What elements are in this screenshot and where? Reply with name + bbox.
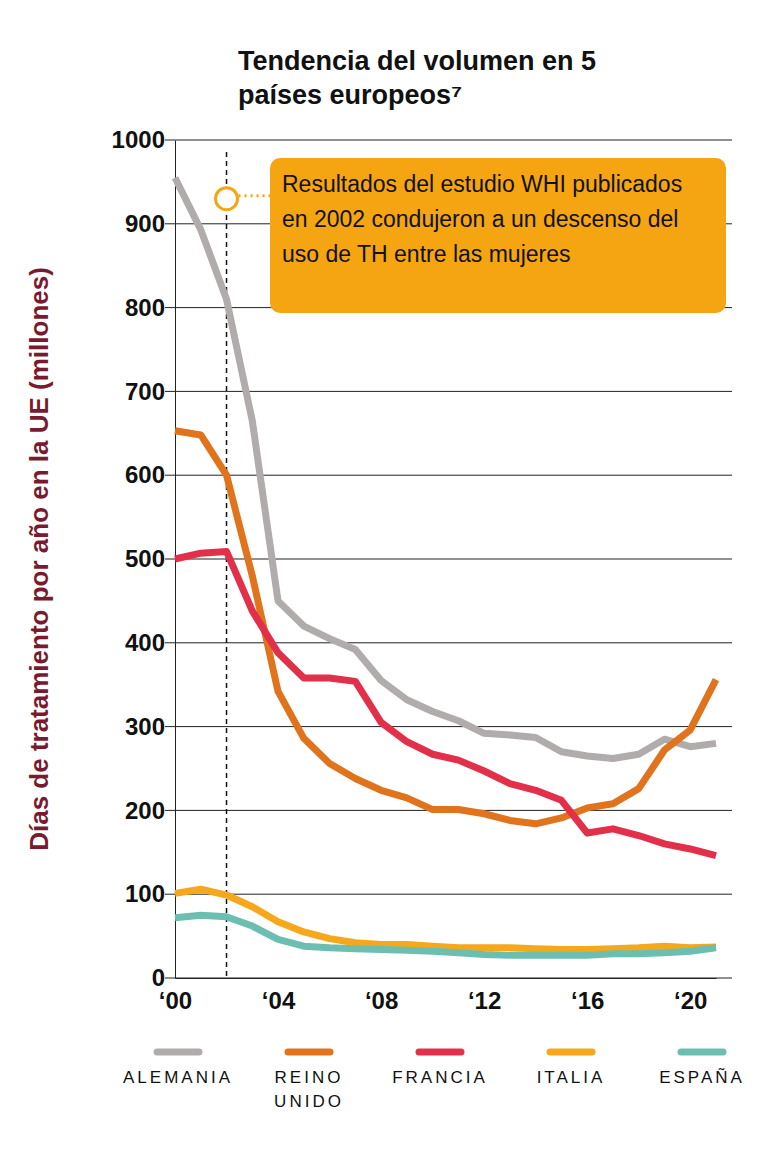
x-tick: ‘04 [262, 978, 296, 1014]
text-line: ITALIA [537, 1068, 606, 1087]
legend-label: REINO UNIDO [274, 1068, 344, 1111]
y-tick-label: 100 [125, 880, 165, 907]
y-tick: 300 [125, 713, 175, 740]
y-tick-label: 800 [125, 294, 165, 321]
y-tick-label: 700 [125, 378, 165, 405]
text-line: Tendencia del volumen en 5 [238, 46, 596, 76]
grid-line [165, 475, 732, 476]
x-tick-label: ‘20 [674, 987, 707, 1014]
y-tick: 700 [125, 378, 175, 405]
legend-label: ALEMANIA [123, 1068, 233, 1087]
y-tick: 200 [125, 797, 175, 824]
grid-line [165, 894, 732, 895]
annotation-text: Resultados del estudio WHI publicados en … [282, 171, 682, 267]
y-tick-label: 600 [125, 461, 165, 488]
legend-item: ALEMANIA [123, 1052, 233, 1087]
legend-label: FRANCIA [392, 1068, 488, 1087]
x-tick: ‘16 [571, 978, 604, 1014]
y-axis: 01002003004005006007008009001000 [112, 126, 176, 991]
y-tick-label: 1000 [112, 126, 165, 153]
x-tick: ‘20 [674, 978, 707, 1014]
x-tick-label: ‘16 [571, 987, 604, 1014]
text-line: Resultados del estudio WHI publicados [282, 171, 682, 197]
y-tick: 800 [125, 294, 175, 321]
text-line: REINO [275, 1068, 344, 1087]
series-line [175, 915, 716, 955]
y-tick: 100 [125, 880, 175, 907]
series-line [175, 431, 716, 824]
x-tick: ‘08 [365, 978, 398, 1014]
series-line [175, 551, 716, 855]
annotation-connector [239, 194, 270, 197]
y-tick-label: 900 [125, 210, 165, 237]
y-tick: 400 [125, 629, 175, 656]
annotation-line [226, 152, 228, 978]
text-line: ESPAÑA [659, 1068, 745, 1087]
x-axis: ‘00 ‘04 ‘08 ‘12 ‘16 ‘20 [159, 978, 717, 1014]
x-tick-label: ‘12 [468, 987, 501, 1014]
y-tick: 1000 [112, 126, 175, 153]
y-axis-title: Días de tratamiento por año en la UE (mi… [24, 267, 54, 851]
y-tick-label: 200 [125, 797, 165, 824]
y-tick: 600 [125, 461, 175, 488]
x-axis-line [176, 978, 717, 979]
y-tick-label: 300 [125, 713, 165, 740]
legend-item: FRANCIA [392, 1052, 488, 1087]
legend-label: ITALIA [537, 1068, 606, 1087]
y-tick-label: 400 [125, 629, 165, 656]
chart: Tendencia del volumen en 5 países europeo… [0, 0, 782, 1151]
y-tick-label: 500 [125, 545, 165, 572]
x-tick-label: ‘00 [159, 987, 192, 1014]
legend-swatch [419, 1049, 461, 1056]
x-tick: ‘12 [468, 978, 501, 1014]
grid-line [165, 140, 732, 141]
legend-item: ITALIA [537, 1052, 606, 1087]
annotation-marker [216, 188, 238, 210]
legend-swatch [288, 1049, 330, 1056]
annotation-box [270, 158, 726, 313]
text-line: ALEMANIA [123, 1068, 233, 1087]
title: Tendencia del volumen en 5 países europeo… [238, 46, 596, 110]
legend-swatch [157, 1049, 199, 1056]
legend-label: ESPAÑA [659, 1068, 745, 1087]
grid-line [165, 391, 732, 392]
series-line [175, 889, 716, 949]
legend-item: REINO UNIDO [274, 1052, 344, 1111]
legend-swatch [681, 1049, 723, 1056]
grid-line [165, 642, 732, 643]
x-tick-label: ‘04 [262, 987, 296, 1014]
text-line: UNIDO [274, 1092, 344, 1111]
grid [165, 140, 732, 978]
legend-swatch [550, 1049, 592, 1056]
text-line: FRANCIA [392, 1068, 488, 1087]
grid-line [165, 726, 732, 727]
legend: ALEMANIA REINO UNIDO FRANCIA ITALIA ESPAÑA [123, 1052, 745, 1111]
text-line: uso de TH entre las mujeres [282, 241, 571, 267]
y-tick: 500 [125, 545, 175, 572]
x-tick: ‘00 [159, 978, 192, 1014]
y-tick: 900 [125, 210, 175, 237]
grid-line [165, 978, 732, 979]
text-line: en 2002 condujeron a un descenso del [282, 206, 678, 232]
text-line: países europeos⁷ [238, 80, 462, 110]
x-tick-label: ‘08 [365, 987, 398, 1014]
legend-item: ESPAÑA [659, 1052, 745, 1087]
